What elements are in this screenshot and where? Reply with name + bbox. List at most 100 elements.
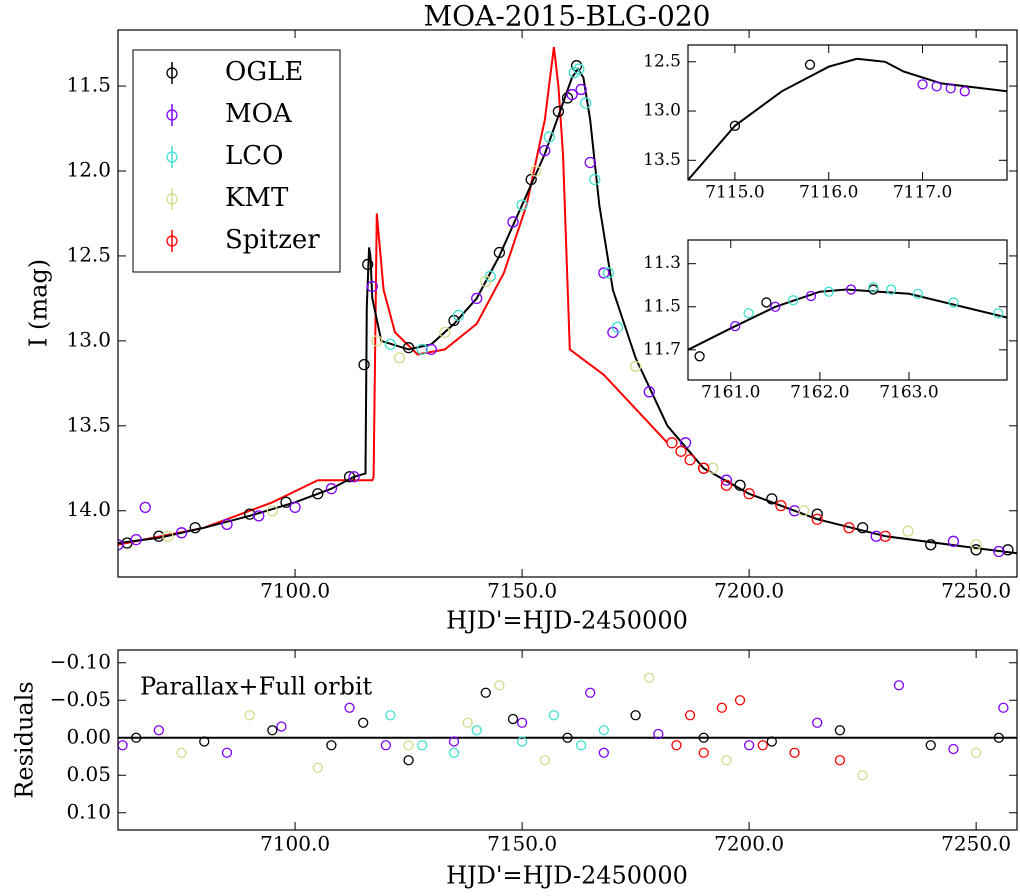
data-point — [643, 386, 655, 398]
data-point — [698, 747, 709, 758]
data-point — [970, 539, 982, 551]
data-point — [757, 740, 768, 751]
y-tick-label: 11.5 — [66, 73, 111, 97]
data-point — [602, 267, 615, 279]
data-point — [539, 755, 550, 766]
data-point — [743, 488, 755, 500]
axes-frame — [687, 239, 1008, 381]
legend-marker — [166, 109, 178, 121]
data-point — [743, 740, 755, 751]
y-tick-label: 0.10 — [66, 799, 111, 823]
data-point — [707, 462, 719, 474]
data-point — [766, 736, 777, 747]
data-point — [448, 747, 460, 758]
data-point — [856, 522, 869, 534]
plot-background — [688, 45, 1007, 180]
plot-area — [688, 282, 1007, 362]
data-point — [671, 740, 682, 751]
legend-box — [132, 49, 341, 273]
data-point — [998, 702, 1009, 713]
data-point — [948, 297, 959, 308]
data-point — [917, 79, 928, 90]
legend-label: Spitzer — [225, 225, 320, 255]
axes-frame — [687, 44, 1008, 181]
data-point — [480, 687, 491, 698]
legend-label: LCO — [225, 141, 283, 171]
data-point — [153, 530, 165, 542]
data-point — [761, 297, 772, 308]
x-tick-label: 7150.0 — [487, 579, 557, 603]
data-point — [721, 755, 732, 766]
data-point — [348, 471, 360, 483]
data-point — [598, 267, 610, 279]
data-point — [684, 454, 696, 466]
y-tick-label: 11.5 — [643, 296, 681, 316]
data-point — [675, 445, 687, 457]
data-point — [462, 717, 473, 728]
data-point — [516, 199, 528, 211]
data-point — [698, 732, 709, 743]
data-point — [267, 725, 278, 736]
data-point — [289, 501, 301, 514]
data-point — [580, 97, 592, 109]
x-tick-label: 7200.0 — [714, 579, 784, 603]
y-tick-label: 14.0 — [66, 497, 111, 521]
data-point — [552, 105, 565, 118]
data-point — [366, 280, 378, 293]
data-point — [589, 173, 601, 186]
data-point — [789, 747, 800, 758]
y-tick-label: 0.05 — [66, 762, 111, 786]
plot-area — [118, 46, 1017, 558]
data-point — [811, 508, 823, 520]
data-point — [788, 505, 801, 517]
data-point — [153, 725, 165, 736]
data-point — [743, 308, 754, 319]
data-point — [312, 488, 324, 500]
y-tick-label: −0.05 — [50, 687, 111, 711]
data-point — [734, 695, 746, 706]
data-point — [402, 342, 415, 354]
data-point — [403, 740, 414, 751]
y-axis-label: I (mag) — [25, 259, 53, 347]
data-point — [931, 81, 942, 92]
data-point — [575, 83, 587, 96]
data-point — [425, 343, 437, 356]
data-point — [925, 539, 937, 551]
data-point — [403, 755, 414, 766]
y-tick-label: 12.5 — [66, 242, 111, 266]
data-point — [584, 156, 596, 169]
data-point — [326, 740, 337, 751]
data-point — [694, 351, 705, 362]
data-point — [843, 522, 855, 534]
legend-label: KMT — [225, 183, 289, 213]
data-point — [766, 493, 778, 505]
data-point — [775, 500, 787, 512]
data-point — [857, 770, 868, 781]
data-point — [870, 530, 882, 542]
plot-area — [688, 57, 1007, 180]
data-point — [886, 284, 897, 295]
data-point — [575, 740, 587, 751]
data-point — [902, 525, 914, 537]
data-point — [598, 747, 609, 758]
data-point — [573, 63, 585, 75]
data-point — [720, 474, 733, 486]
x-tick-label: 7163.0 — [879, 382, 938, 402]
axes-frame — [117, 649, 1018, 831]
data-point — [629, 360, 642, 373]
legend-label: MOA — [225, 99, 293, 129]
data-point — [585, 687, 596, 698]
data-point — [993, 545, 1005, 558]
model-line — [688, 57, 1007, 180]
data-point — [630, 710, 641, 721]
y-axis-label: Residuals — [11, 681, 39, 798]
data-point — [221, 747, 233, 758]
data-point — [266, 505, 279, 517]
data-point — [548, 710, 560, 721]
data-point — [507, 216, 519, 228]
y-tick-label: 11.7 — [643, 339, 681, 359]
data-point — [516, 736, 528, 747]
data-point — [343, 471, 356, 483]
data-point — [130, 533, 142, 546]
